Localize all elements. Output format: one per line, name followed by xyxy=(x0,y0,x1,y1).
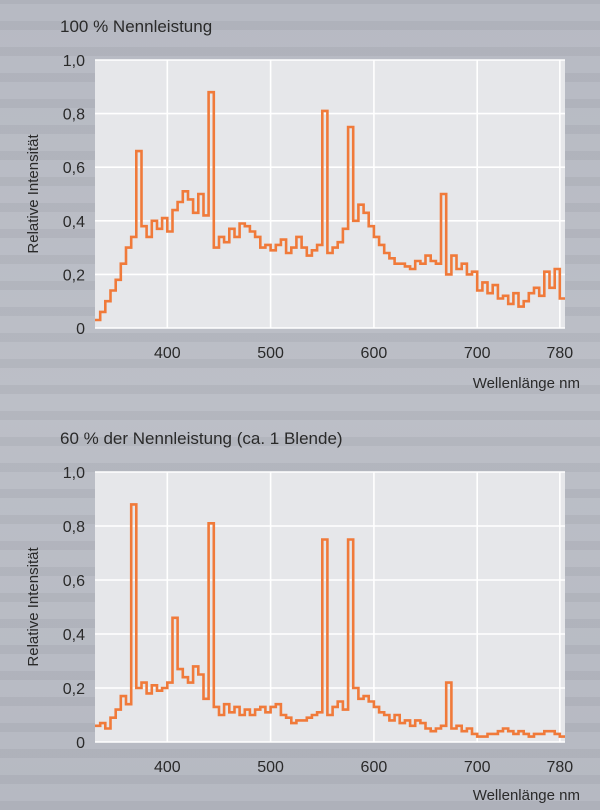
y-tick-label: 0,4 xyxy=(63,214,85,231)
y-tick-label: 0,4 xyxy=(63,627,85,644)
x-tick-label: 400 xyxy=(154,345,181,362)
x-tick-label: 600 xyxy=(361,345,388,362)
series-line-1 xyxy=(95,503,565,738)
y-tick-label: 0 xyxy=(76,321,85,338)
y-tick-label: 1,0 xyxy=(63,465,85,482)
x-tick-label: 700 xyxy=(464,759,491,776)
x-tick-label: 700 xyxy=(464,345,491,362)
x-tick-label: 500 xyxy=(257,759,284,776)
y-tick-label: 0,8 xyxy=(63,107,85,124)
y-axis-label: Relative Intensität xyxy=(25,547,42,667)
x-tick-label: 780 xyxy=(546,759,573,776)
x-axis-label: Wellenlänge nm xyxy=(473,375,580,392)
x-tick-label: 600 xyxy=(361,759,388,776)
plot-area xyxy=(95,60,565,328)
y-tick-label: 0,2 xyxy=(63,267,85,284)
x-tick-label: 780 xyxy=(546,345,573,362)
x-tick-label: 400 xyxy=(154,759,181,776)
chart-1: 0 0,2 0,4 0,6 0,8 1,0 400 500 600 700 780 100 % Nen… xyxy=(25,17,580,392)
x-tick-label: 500 xyxy=(257,345,284,362)
plot-area xyxy=(95,472,565,742)
y-axis-label: Relative Intensität xyxy=(25,134,42,254)
y-tick-label: 0,6 xyxy=(63,573,85,590)
y-tick-label: 0,2 xyxy=(63,681,85,698)
series-line-1 xyxy=(95,90,565,322)
y-tick-label: 1,0 xyxy=(63,53,85,70)
y-tick-label: 0,6 xyxy=(63,160,85,177)
y-tick-label: 0 xyxy=(76,735,85,752)
chart-2: 0 0,2 0,4 0,6 0,8 1,0 400 500 600 700 780 60 % der … xyxy=(25,429,580,804)
x-axis-label: Wellenlänge nm xyxy=(473,787,580,804)
y-tick-label: 0,8 xyxy=(63,519,85,536)
chart-title: 60 % der Nennleistung (ca. 1 Blende) xyxy=(60,429,343,448)
chart-title: 100 % Nennleistung xyxy=(60,17,212,36)
